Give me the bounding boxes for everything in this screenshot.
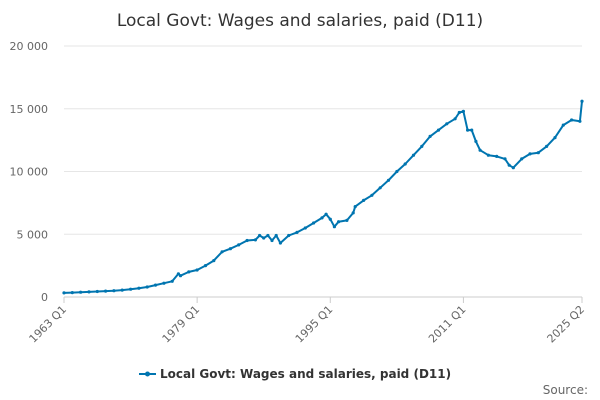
data-point[interactable] [337,220,341,224]
data-point[interactable] [228,247,232,251]
data-point[interactable] [580,99,584,103]
data-point[interactable] [561,123,565,127]
data-point[interactable] [332,225,336,229]
source-label[interactable]: Source: [543,383,588,397]
data-point[interactable] [245,238,249,243]
series-layer [62,99,584,295]
data-point[interactable] [104,289,108,293]
data-point[interactable] [303,226,307,230]
data-point[interactable] [212,259,216,263]
data-point[interactable] [87,290,91,294]
data-point[interactable] [295,230,299,234]
y-tick-label: 20 000 [10,40,49,53]
data-point[interactable] [395,169,399,174]
data-point[interactable] [545,144,549,148]
x-axis: 1963 Q1 1979 Q1 1995 Q1 2011 Q1 2025 Q2 [27,296,588,346]
data-point[interactable] [453,117,457,121]
data-point[interactable] [362,198,366,202]
data-point[interactable] [253,238,257,242]
data-point[interactable] [120,288,124,292]
data-point[interactable] [129,287,133,291]
data-point[interactable] [258,233,262,238]
data-point[interactable] [411,153,416,157]
data-point[interactable] [378,186,382,190]
data-point[interactable] [351,211,355,215]
data-point[interactable] [220,250,224,254]
data-point[interactable] [320,216,324,220]
data-point[interactable] [170,279,174,283]
y-tick-label: 0 [41,291,48,304]
data-point[interactable] [353,205,357,209]
data-point[interactable] [266,233,270,238]
legend[interactable]: Local Govt: Wages and salaries, paid (D1… [139,367,451,381]
x-tick-label: 1995 Q1 [293,303,336,346]
y-tick-label: 5 000 [17,228,49,241]
data-point[interactable] [287,233,291,238]
data-point[interactable] [445,122,449,126]
data-point[interactable] [274,233,278,238]
data-point[interactable] [578,119,582,123]
data-point[interactable] [176,272,180,276]
data-point[interactable] [270,238,274,243]
data-point[interactable] [474,139,478,143]
data-point[interactable] [466,128,470,132]
data-point[interactable] [187,270,191,274]
data-point[interactable] [520,157,524,161]
data-point[interactable] [457,110,461,115]
data-point[interactable] [324,212,328,216]
data-point[interactable] [70,291,74,295]
data-point[interactable] [328,217,332,221]
data-point[interactable] [570,118,574,122]
data-point[interactable] [162,281,166,285]
data-point[interactable] [312,221,316,225]
data-point[interactable] [112,289,116,293]
data-point[interactable] [370,193,374,197]
data-point[interactable] [536,151,540,155]
data-point[interactable] [262,236,266,240]
data-point[interactable] [403,162,407,166]
y-tick-label: 10 000 [10,166,49,179]
data-point[interactable] [278,241,282,245]
data-point[interactable] [470,128,474,132]
data-point[interactable] [178,274,183,278]
series-line [63,101,583,294]
data-point[interactable] [420,144,424,148]
data-point[interactable] [511,166,515,170]
data-point[interactable] [345,218,349,222]
data-point[interactable] [137,286,141,290]
data-point[interactable] [153,283,158,287]
data-point[interactable] [195,268,199,272]
data-point[interactable] [79,290,83,294]
data-point[interactable] [507,163,511,167]
data-point[interactable] [486,153,490,157]
gridlines: 0 5 000 10 000 15 000 20 000 [10,40,582,304]
data-point[interactable] [436,128,441,132]
x-tick-label: 2011 Q1 [426,303,469,346]
chart-title: Local Govt: Wages and salaries, paid (D1… [117,11,483,31]
data-point[interactable] [237,243,241,247]
x-tick-label: 1979 Q1 [160,303,203,346]
data-point[interactable] [478,148,482,152]
data-point[interactable] [62,291,66,295]
x-tick-label: 1963 Q1 [27,303,70,346]
data-point[interactable] [203,264,208,268]
legend-label[interactable]: Local Govt: Wages and salaries, paid (D1… [160,367,451,381]
data-point[interactable] [503,157,507,161]
data-point[interactable] [461,109,465,113]
data-point[interactable] [428,134,432,138]
data-point[interactable] [495,154,499,158]
x-tick-label: 2025 Q2 [545,303,588,346]
data-point[interactable] [145,285,149,289]
data-point[interactable] [95,289,99,294]
data-point[interactable] [386,178,391,182]
y-tick-label: 15 000 [10,103,49,116]
legend-marker [145,371,150,377]
data-point[interactable] [553,136,557,140]
data-point[interactable] [528,152,532,156]
